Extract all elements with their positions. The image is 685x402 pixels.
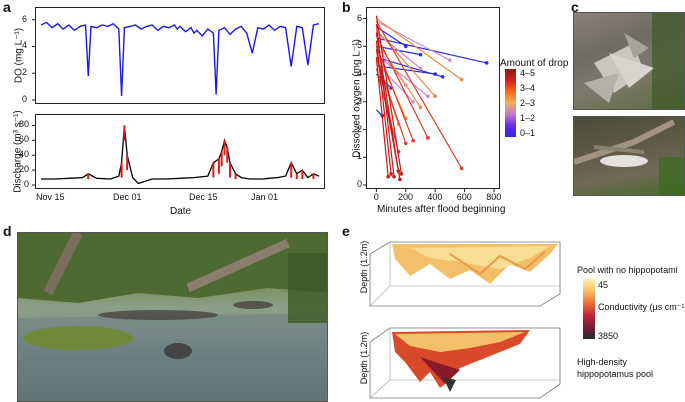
- flood-do-ytick-label: 2: [357, 123, 363, 134]
- flood-drop-line: [376, 54, 429, 97]
- flood-do-ytick-label: 5: [357, 40, 363, 51]
- dead-fish-photo-top: [573, 12, 685, 110]
- conductivity-3d-high-hippo: [369, 327, 561, 399]
- flood-do-xtick-label: 800: [486, 192, 502, 202]
- flood-drop-point: [440, 75, 445, 79]
- panel-label-d: d: [3, 223, 12, 239]
- flood-drop-point: [418, 52, 423, 57]
- flood-do-xlabel: Minutes after flood beginning: [377, 204, 506, 215]
- flood-drop-point: [459, 166, 464, 171]
- flood-drop-line: [375, 34, 429, 139]
- flood-drop-point: [418, 66, 423, 71]
- panel-label-a: a: [3, 0, 11, 15]
- flood-do-ytick-label: 3: [357, 95, 363, 106]
- high-hippo-label: High-density hippopotamus pool: [577, 357, 654, 379]
- legend-colorbar: [505, 69, 516, 137]
- discharge-series-line: [41, 125, 320, 185]
- date-xtick-label: Jan 01: [251, 192, 279, 202]
- flood-drop-line: [375, 46, 414, 141]
- discharge-ytick-label: 0: [24, 179, 30, 189]
- river-hippos-photo: [17, 232, 328, 402]
- legend-title: Amount of drop: [500, 58, 569, 69]
- do-ytick-label: 0: [22, 94, 28, 104]
- dead-fish-photo-bottom: [573, 116, 685, 196]
- do-ytick-label: 4: [22, 40, 28, 51]
- do-ytick-label: 2: [22, 67, 28, 78]
- panel-label-c: c: [571, 0, 579, 15]
- flood-do-xtick-label: 0: [373, 192, 379, 202]
- flood-drop-point: [404, 141, 408, 146]
- date-xlabel: Date: [170, 206, 192, 217]
- discharge-ytick-label: 80: [19, 119, 30, 130]
- flood-drop-point: [411, 138, 415, 143]
- no-hippo-label: Pool with no hippopotami: [577, 265, 678, 275]
- do-series-line: [40, 21, 320, 97]
- flood-drop-point: [433, 72, 438, 76]
- flood-drop-line: [376, 18, 463, 81]
- date-xtick-label: Nov 15: [36, 192, 65, 202]
- colorbar-max: 45: [598, 280, 609, 290]
- panel-label-e: e: [342, 223, 350, 239]
- flood-do-plot-frame: [366, 7, 500, 189]
- legend-entry-label: 4–5: [520, 68, 536, 78]
- flood-drop-point: [418, 105, 423, 110]
- discharge-ytick-label: 20: [19, 164, 30, 175]
- conductivity-3d-no-hippo: [369, 241, 561, 307]
- flood-drop-point: [484, 61, 489, 65]
- flood-do-xtick-label: 400: [427, 192, 443, 202]
- flood-drop-point: [448, 58, 452, 62]
- do-ylabel: DO (mg L⁻¹): [13, 27, 25, 84]
- flood-do-ytick-label: 0: [357, 179, 363, 189]
- flood-drop-line: [375, 29, 436, 97]
- do-timeseries-plot: [32, 19, 320, 101]
- flood-drop-point: [433, 94, 438, 99]
- do-ytick-label: 6: [22, 13, 28, 24]
- legend-entry-label: 2–3: [520, 98, 536, 108]
- flood-drop-point: [386, 174, 390, 179]
- flood-drop-line: [375, 57, 389, 177]
- do-plot-frame: [35, 7, 325, 104]
- flood-do-ytick-label: 4: [357, 68, 363, 79]
- flood-do-ytick-label: 6: [357, 12, 363, 23]
- bottom-depth-axis: Depth (1.2m): [359, 331, 369, 385]
- panel-label-b: b: [342, 0, 351, 15]
- legend-entry-label: 3–4: [520, 83, 536, 93]
- flood-do-drop-plot: [363, 15, 495, 192]
- discharge-ytick-label: 60: [19, 134, 30, 145]
- flood-drop-line: [375, 15, 402, 174]
- legend-entry-label: 0–1: [520, 128, 536, 138]
- flood-drop-point: [399, 172, 404, 176]
- top-depth-axis: Depth (1.2m): [359, 240, 369, 294]
- flood-drop-line: [375, 21, 463, 169]
- flood-do-xtick-label: 200: [398, 192, 414, 202]
- colorbar-title: Conductivity (μs cm⁻¹): [598, 302, 685, 312]
- flood-drop-line: [376, 65, 436, 75]
- flood-drop-point: [459, 77, 464, 82]
- flood-do-xtick-label: 600: [456, 192, 472, 202]
- colorbar-min: 3850: [598, 331, 619, 341]
- conductivity-colorbar: [583, 279, 595, 339]
- flood-drop-point: [398, 177, 402, 182]
- flood-drop-point: [389, 172, 393, 176]
- flood-drop-point: [392, 174, 396, 179]
- date-xtick-label: Dec 15: [189, 192, 218, 202]
- date-xtick-label: Dec 01: [113, 192, 142, 202]
- flood-do-ytick-label: 1: [357, 151, 363, 162]
- discharge-ytick-label: 40: [19, 149, 30, 160]
- flood-drop-point: [411, 99, 415, 104]
- flood-drop-line: [375, 57, 407, 144]
- flood-drop-point: [426, 94, 430, 99]
- legend-entry-label: 1–2: [520, 113, 536, 123]
- flood-drop-point: [426, 136, 430, 140]
- flood-drop-line: [375, 48, 401, 180]
- flood-drop-line: [375, 40, 422, 108]
- discharge-timeseries-plot: [32, 124, 320, 186]
